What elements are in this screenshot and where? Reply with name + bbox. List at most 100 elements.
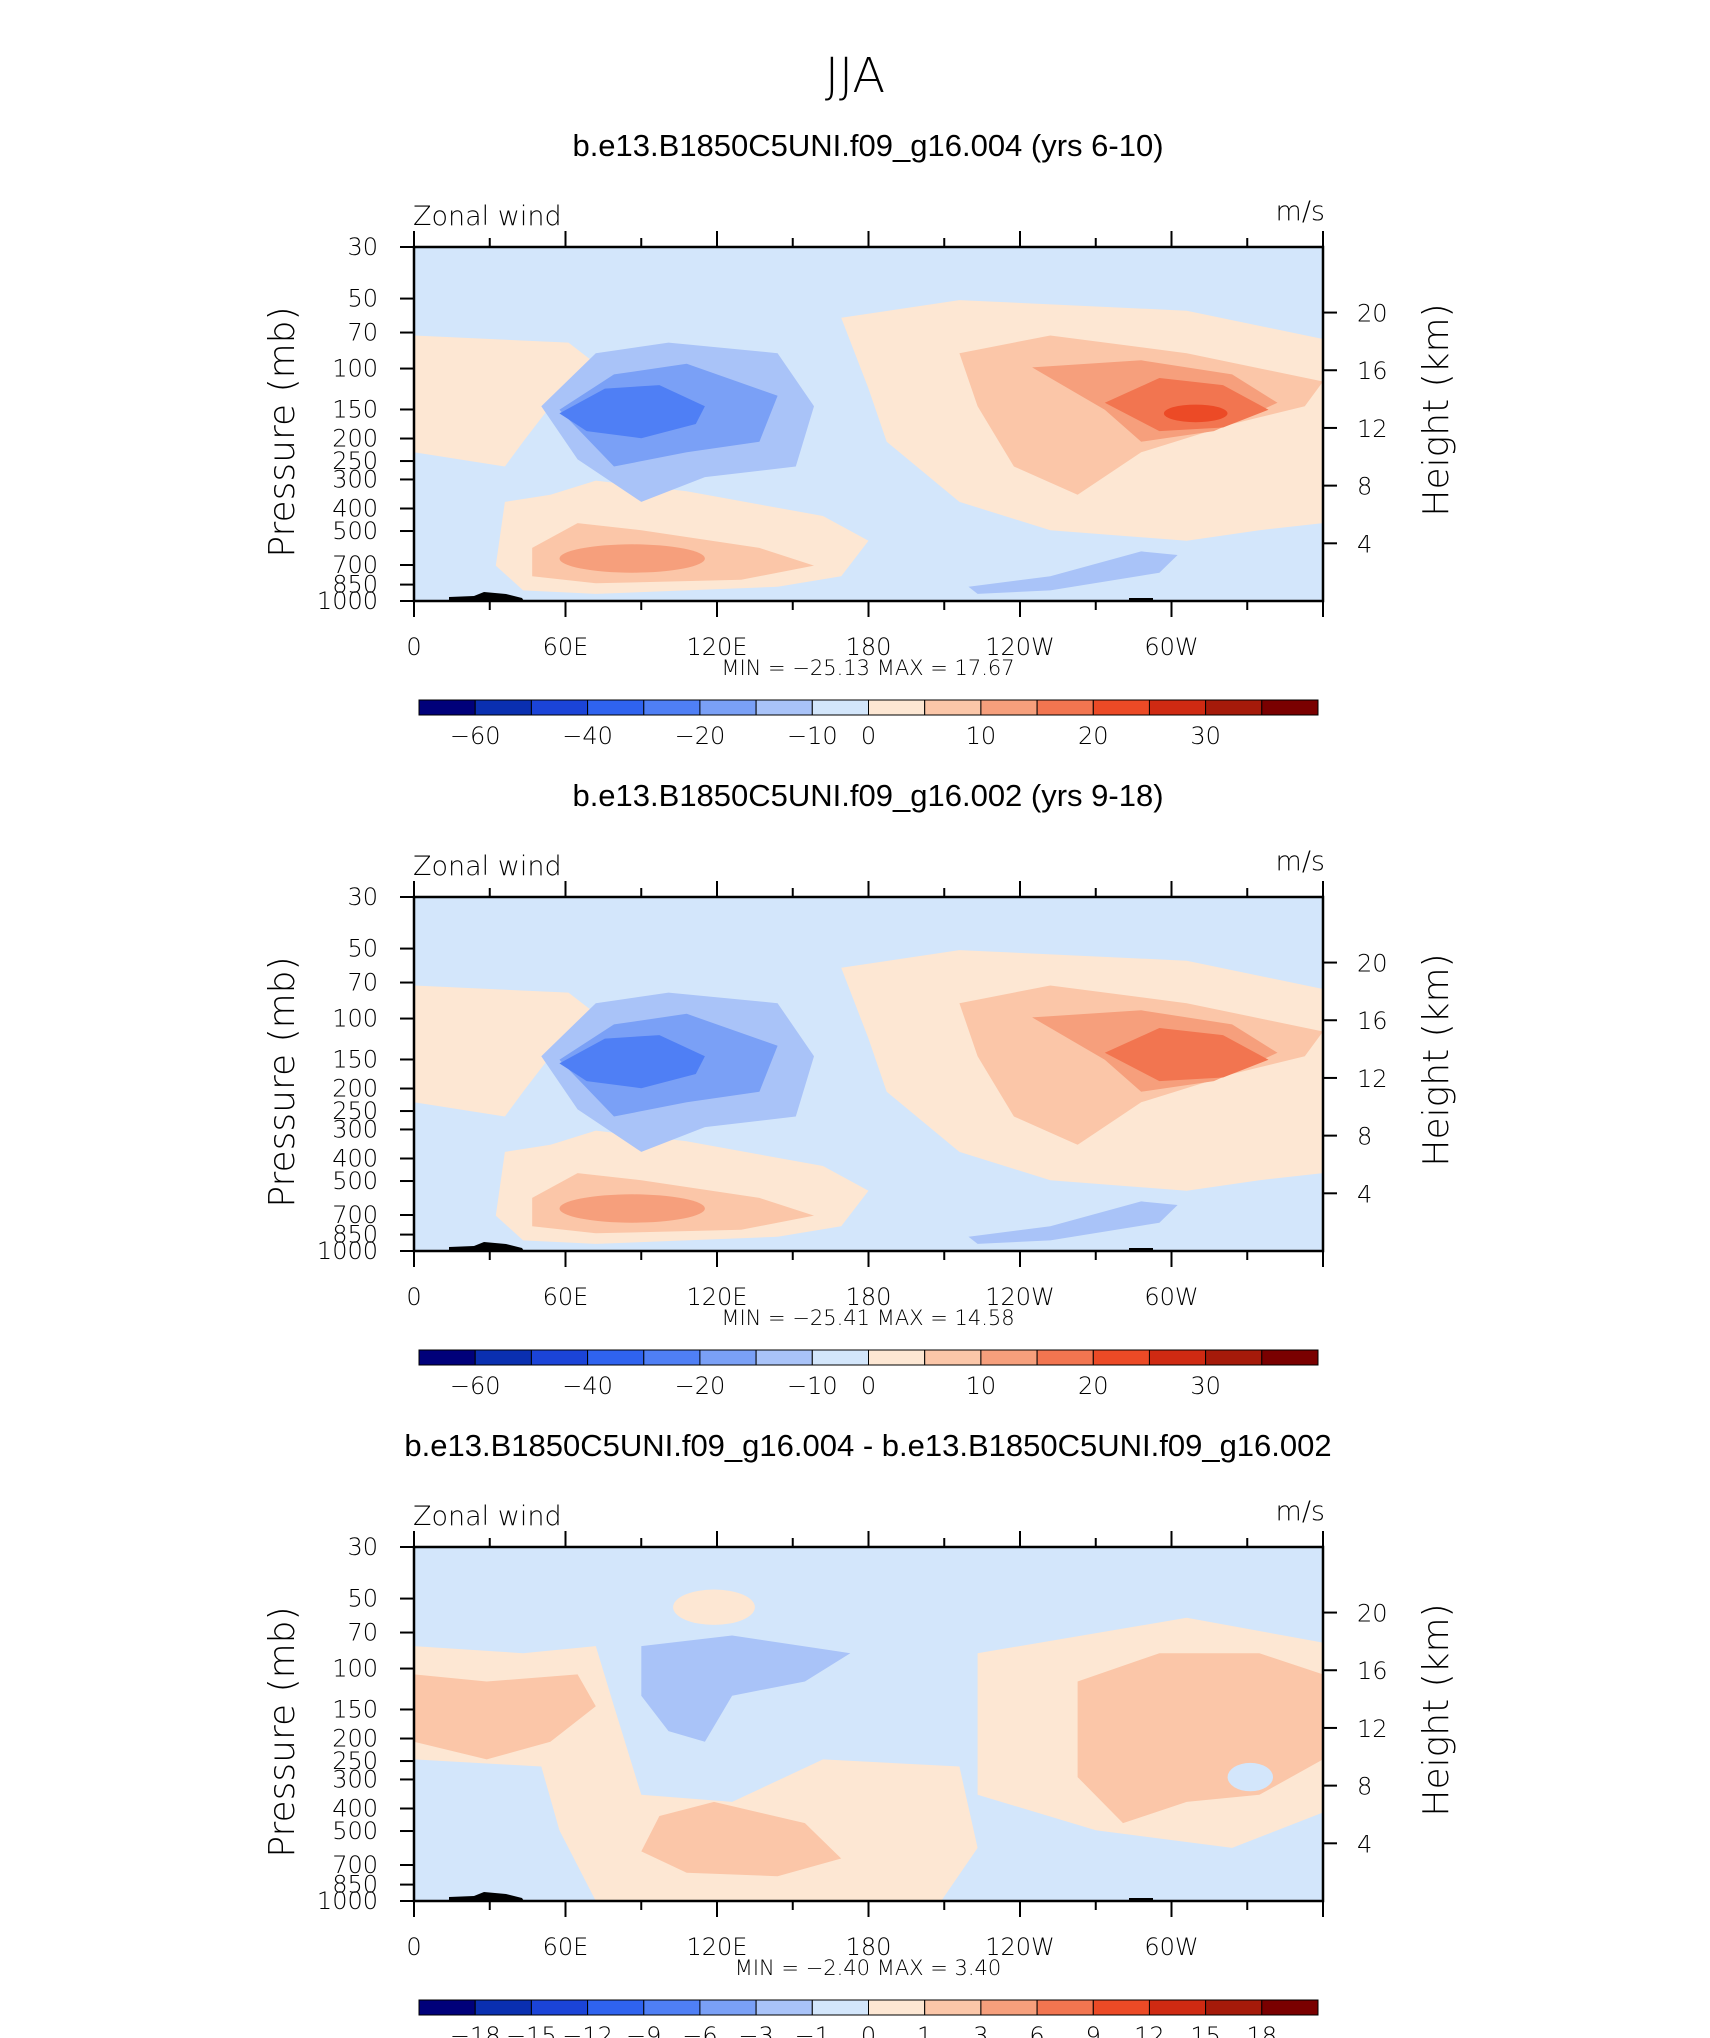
colorbar-label: 9 [1086, 2022, 1101, 2038]
colorbar-label: −6 [682, 2022, 717, 2038]
field-positive-east-5 [1163, 404, 1228, 423]
y-tick-right-label: 16 [1357, 357, 1388, 385]
y-tick-right-label: 20 [1357, 300, 1388, 328]
y-tick-label: 400 [332, 494, 378, 522]
topography [1129, 598, 1153, 601]
y-tick-label: 300 [332, 465, 378, 493]
colorbar-label: −9 [626, 2022, 661, 2038]
y-tick-label: 100 [332, 1655, 378, 1683]
left-label: Zonal wind [413, 201, 562, 232]
y-tick-label: 250 [332, 1747, 378, 1775]
y-tick-label: 200 [332, 1725, 378, 1753]
y-tick-right-label: 12 [1357, 415, 1388, 443]
topography [1129, 1248, 1153, 1251]
colorbar-swatch [1036, 699, 1094, 716]
colorbar-swatch [980, 699, 1038, 716]
colorbar-label: 1 [917, 2022, 932, 2038]
y-tick-label: 200 [332, 425, 378, 453]
colorbar-label: 20 [1078, 722, 1109, 750]
colorbar-label: −12 [562, 2022, 613, 2038]
colorbar-swatch [699, 699, 757, 716]
colorbar-label: 0 [861, 722, 876, 750]
colorbar-swatch [1148, 1349, 1207, 1366]
field-positive-upper [673, 1589, 755, 1625]
y-tick-label: 1000 [317, 587, 378, 615]
x-tick-label: 120E [687, 1933, 748, 1961]
colorbar-swatch [1092, 699, 1151, 716]
x-tick-label: 60E [543, 633, 589, 661]
topography [449, 1892, 524, 1901]
y-tick-label: 850 [332, 1871, 378, 1899]
panel-title: b.e13.B1850C5UNI.f09_g16.004 (yrs 6-10) [572, 128, 1163, 163]
topography [449, 592, 524, 601]
figure-title: JJA [825, 48, 885, 104]
colorbar-label: 30 [1190, 722, 1221, 750]
y-tick-label: 50 [347, 285, 378, 313]
colorbar-label: −3 [738, 2022, 773, 2038]
y-tick-right-label: 20 [1357, 950, 1388, 978]
y-tick-label: 70 [347, 1619, 378, 1647]
colorbar-swatch [643, 1349, 701, 1366]
y-tick-label: 300 [332, 1765, 378, 1793]
topography [449, 1242, 524, 1251]
colorbar-swatch [530, 1349, 589, 1366]
colorbar-swatch [1205, 699, 1263, 716]
colorbar-swatch [1205, 1999, 1263, 2016]
y-tick-label: 700 [332, 551, 378, 579]
left-label: Zonal wind [413, 851, 562, 882]
y-tick-label: 500 [332, 1167, 378, 1195]
colorbar-swatch [868, 699, 926, 716]
colorbar-swatch [924, 1999, 982, 2016]
x-tick-label: 60E [543, 1283, 589, 1311]
colorbar-swatch [474, 699, 532, 716]
x-tick-label: 120E [687, 633, 748, 661]
field-positive-west [414, 985, 596, 1117]
y-axis-title: Pressure (mb) [262, 306, 303, 557]
colorbar-swatch [811, 1999, 869, 2016]
colorbar-swatch [530, 1999, 589, 2016]
colorbar-swatch [418, 699, 476, 716]
x-tick-label: 180 [846, 1283, 892, 1311]
panel-1: b.e13.B1850C5UNI.f09_g16.004 (yrs 6-10) Z… [262, 128, 1457, 750]
y-tick-label: 50 [347, 1585, 378, 1613]
colorbar-label: 6 [1029, 2022, 1044, 2038]
colorbar-swatch [1261, 699, 1319, 716]
colorbar-label: −20 [675, 722, 726, 750]
colorbar-swatch [868, 1349, 926, 1366]
units-label: m/s [1276, 1496, 1325, 1527]
field-positive-mid-2 [641, 1801, 842, 1877]
y-tick-label: 400 [332, 1144, 378, 1172]
x-tick-label: 60W [1144, 1283, 1198, 1311]
colorbar-swatch [587, 699, 645, 716]
field-negative-hole [1227, 1762, 1274, 1792]
colorbar-swatch [1092, 1349, 1151, 1366]
y-tick-right-label: 16 [1357, 1007, 1388, 1035]
colorbar-swatch [924, 699, 982, 716]
colorbar-swatch [811, 699, 869, 716]
field-positive-east-4 [1104, 378, 1269, 432]
topography [1129, 1898, 1153, 1901]
y-tick-label: 1000 [317, 1887, 378, 1915]
x-tick-label: 180 [846, 1933, 892, 1961]
x-tick-label: 120W [985, 1283, 1055, 1311]
field-positive-lower-3 [559, 1194, 705, 1223]
units-label: m/s [1276, 196, 1325, 227]
field-positive-lower-3 [559, 544, 705, 573]
field-negative-surface [968, 551, 1178, 594]
x-tick-label: 120E [687, 1283, 748, 1311]
y-tick-right-label: 4 [1357, 1180, 1372, 1208]
colorbar-label: −40 [562, 1372, 613, 1400]
x-tick-label: 60W [1144, 633, 1198, 661]
x-tick-label: 120W [985, 1933, 1055, 1961]
y-axis-title: Pressure (mb) [262, 1606, 303, 1857]
y-tick-right-label: 12 [1357, 1065, 1388, 1093]
y-tick-right-label: 16 [1357, 1657, 1388, 1685]
y-tick-label: 70 [347, 969, 378, 997]
y-axis-title: Pressure (mb) [262, 956, 303, 1207]
colorbar-swatch [1036, 1349, 1094, 1366]
y-tick-label: 30 [347, 233, 378, 261]
panel-3: b.e13.B1850C5UNI.f09_g16.004 - b.e13.B18… [262, 1428, 1457, 2038]
x-tick-label: 120W [985, 633, 1055, 661]
y-tick-label: 850 [332, 1221, 378, 1249]
